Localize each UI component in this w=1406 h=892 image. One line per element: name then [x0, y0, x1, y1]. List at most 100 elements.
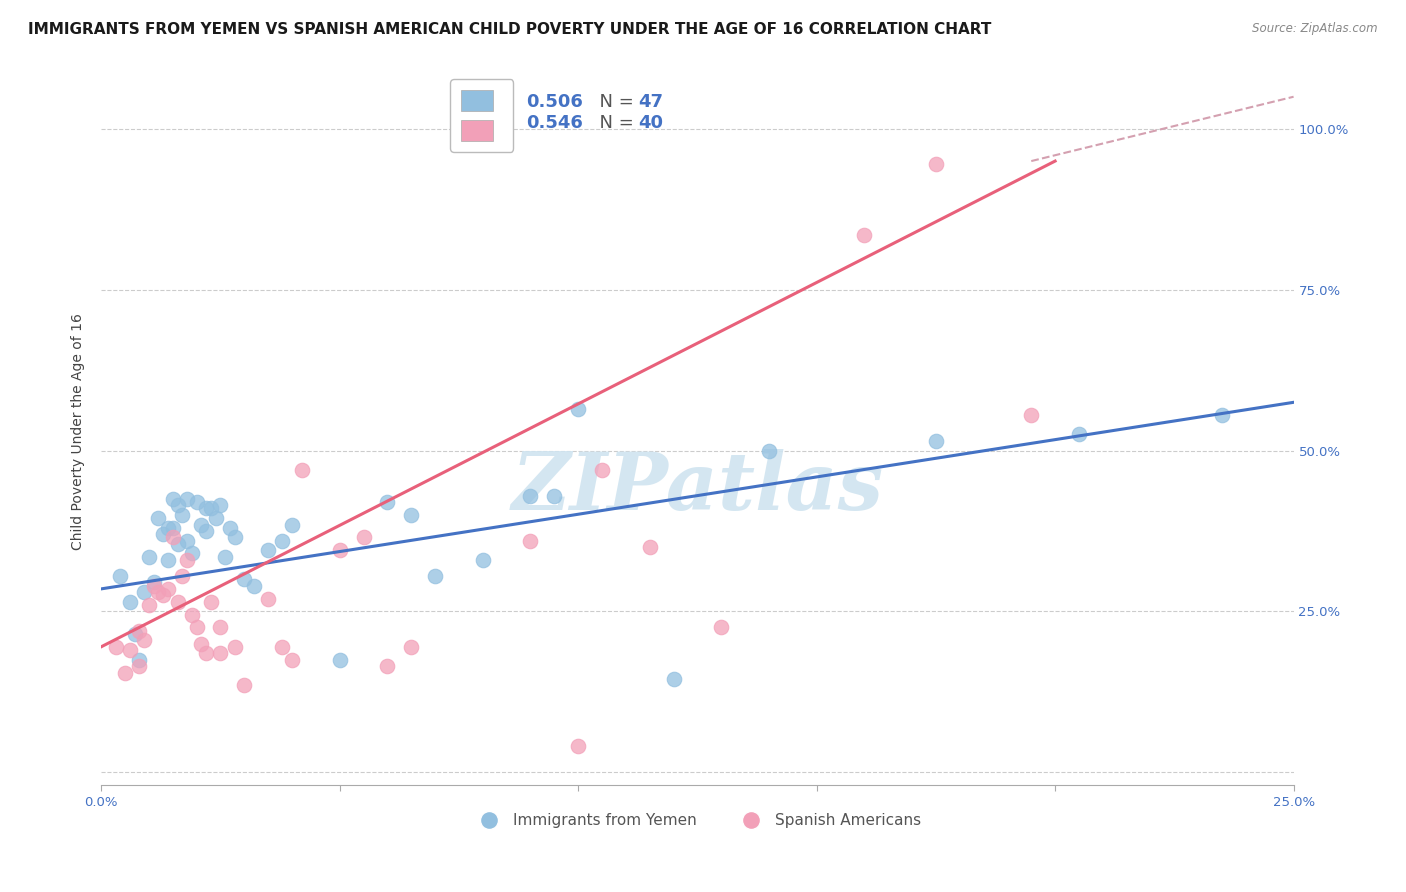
Point	[162, 530, 184, 544]
Text: ZIPatlas: ZIPatlas	[512, 450, 883, 526]
Point	[519, 533, 541, 548]
Point	[209, 498, 232, 512]
Point	[200, 595, 222, 609]
Point	[662, 672, 685, 686]
Point	[399, 640, 422, 654]
Point	[180, 607, 202, 622]
Point	[471, 553, 494, 567]
Point	[329, 653, 352, 667]
Point	[195, 646, 218, 660]
Point	[166, 537, 188, 551]
Point	[567, 739, 589, 754]
Text: N =: N =	[588, 93, 640, 112]
Point	[172, 508, 194, 522]
Point	[519, 489, 541, 503]
Point	[152, 527, 174, 541]
Point	[243, 579, 266, 593]
Point	[257, 543, 280, 558]
Point	[138, 598, 160, 612]
Text: 47: 47	[638, 93, 662, 112]
Point	[128, 624, 150, 638]
Point	[1211, 408, 1233, 422]
Point	[399, 508, 422, 522]
Point	[128, 659, 150, 673]
Point	[224, 530, 246, 544]
Point	[124, 627, 146, 641]
Text: R =: R =	[481, 93, 519, 112]
Point	[190, 517, 212, 532]
Point	[114, 665, 136, 680]
Point	[925, 434, 948, 448]
Point	[110, 569, 132, 583]
Point	[195, 501, 218, 516]
Point	[148, 511, 170, 525]
Text: 0.506: 0.506	[526, 93, 582, 112]
Point	[257, 591, 280, 606]
Point	[271, 640, 294, 654]
Point	[195, 524, 218, 538]
Point	[156, 521, 179, 535]
Point	[128, 653, 150, 667]
Text: Source: ZipAtlas.com: Source: ZipAtlas.com	[1253, 22, 1378, 36]
Point	[152, 588, 174, 602]
Point	[710, 620, 733, 634]
Point	[567, 401, 589, 416]
Point	[118, 595, 141, 609]
Point	[162, 521, 184, 535]
Point	[329, 543, 352, 558]
Text: R =: R =	[481, 114, 519, 132]
Point	[162, 491, 184, 506]
Point	[166, 498, 188, 512]
Point	[190, 636, 212, 650]
Point	[377, 495, 399, 509]
Point	[281, 517, 304, 532]
Point	[209, 620, 232, 634]
Point	[224, 640, 246, 654]
Point	[176, 553, 198, 567]
Point	[176, 491, 198, 506]
Point	[142, 579, 165, 593]
Point	[148, 585, 170, 599]
Point	[204, 511, 226, 525]
Point	[543, 489, 565, 503]
Point	[209, 646, 232, 660]
Legend: Immigrants from Yemen, Spanish Americans: Immigrants from Yemen, Spanish Americans	[468, 807, 928, 834]
Point	[142, 575, 165, 590]
Y-axis label: Child Poverty Under the Age of 16: Child Poverty Under the Age of 16	[72, 313, 86, 549]
Point	[176, 533, 198, 548]
Point	[156, 553, 179, 567]
Text: N =: N =	[588, 114, 640, 132]
Point	[172, 569, 194, 583]
Point	[591, 463, 613, 477]
Point	[219, 521, 242, 535]
Point	[758, 443, 780, 458]
Point	[200, 501, 222, 516]
Point	[214, 549, 236, 564]
Point	[353, 530, 375, 544]
Point	[423, 569, 446, 583]
Point	[166, 595, 188, 609]
Text: 0.546: 0.546	[526, 114, 582, 132]
Point	[134, 585, 156, 599]
Text: 40: 40	[638, 114, 662, 132]
Point	[104, 640, 127, 654]
Point	[186, 620, 208, 634]
Text: IMMIGRANTS FROM YEMEN VS SPANISH AMERICAN CHILD POVERTY UNDER THE AGE OF 16 CORR: IMMIGRANTS FROM YEMEN VS SPANISH AMERICA…	[28, 22, 991, 37]
Point	[377, 659, 399, 673]
Point	[925, 157, 948, 171]
Point	[1019, 408, 1042, 422]
Point	[134, 633, 156, 648]
Point	[853, 228, 876, 243]
Point	[638, 540, 661, 554]
Point	[1067, 427, 1090, 442]
Point	[180, 547, 202, 561]
Point	[118, 643, 141, 657]
Point	[156, 582, 179, 596]
Point	[290, 463, 312, 477]
Point	[233, 678, 256, 692]
Point	[233, 572, 256, 586]
Point	[271, 533, 294, 548]
Point	[186, 495, 208, 509]
Point	[138, 549, 160, 564]
Point	[281, 653, 304, 667]
